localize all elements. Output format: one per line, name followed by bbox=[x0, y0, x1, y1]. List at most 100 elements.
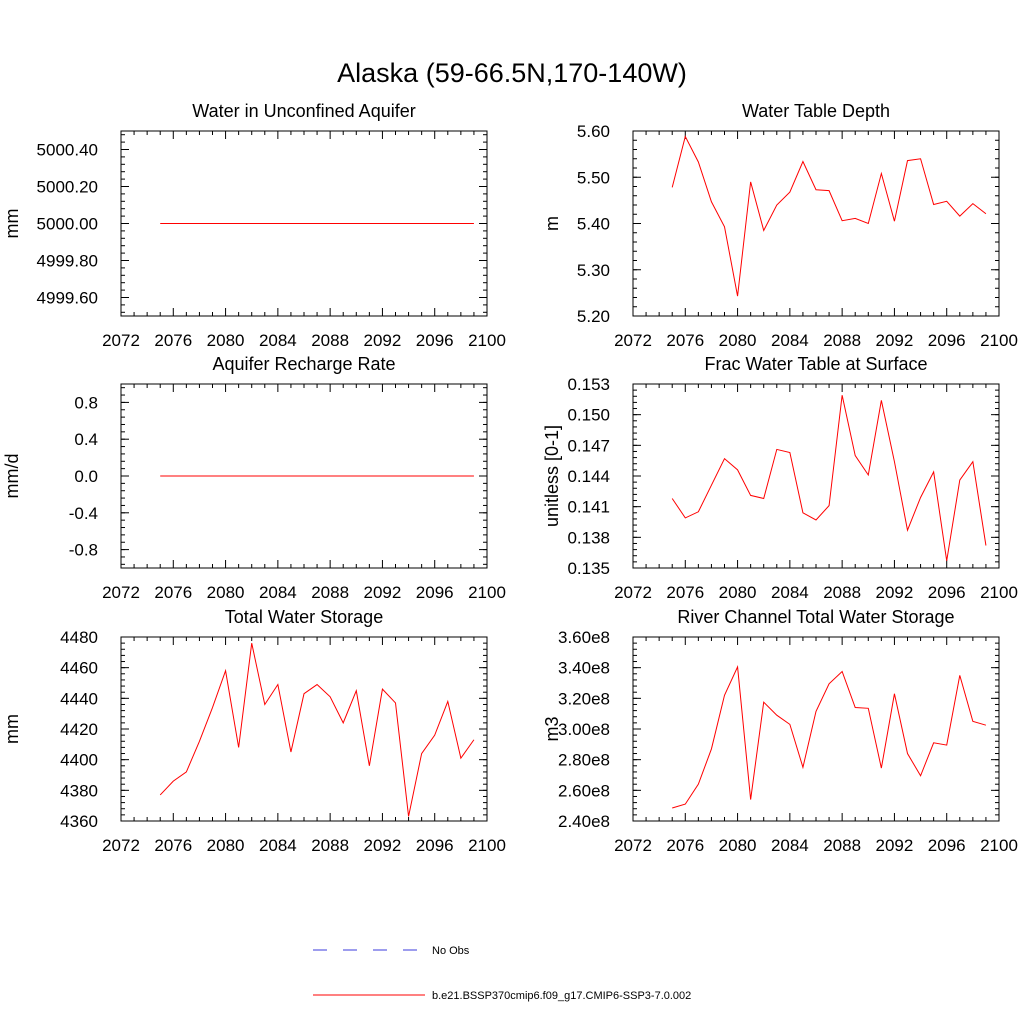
y-tick-label: 4999.60 bbox=[37, 289, 98, 308]
x-tick-label: 2100 bbox=[980, 331, 1018, 350]
x-tick-label: 2096 bbox=[928, 583, 966, 602]
y-tick-label: 5.50 bbox=[577, 168, 610, 187]
x-tick-label: 2080 bbox=[719, 331, 757, 350]
x-tick-label: 2092 bbox=[364, 583, 402, 602]
x-tick-label: 2076 bbox=[666, 331, 704, 350]
x-tick-label: 2088 bbox=[823, 583, 861, 602]
x-tick-label: 2100 bbox=[468, 331, 506, 350]
y-tick-label: 5.20 bbox=[577, 307, 610, 326]
x-tick-label: 2072 bbox=[102, 583, 140, 602]
chart-panel-1: Water in Unconfined Aquifer 2072 2076 2080 2… bbox=[2, 101, 506, 350]
y-tick-label: 0.144 bbox=[567, 467, 610, 486]
chart-panel-2: Water Table Depth 2072 2076 2080 2084 2088 209… bbox=[542, 101, 1018, 350]
x-tick-label: 2084 bbox=[771, 331, 809, 350]
panel-title: Water Table Depth bbox=[742, 101, 890, 121]
y-tick-label: 5000.40 bbox=[37, 141, 98, 160]
y-tick-label: 0.153 bbox=[567, 375, 610, 394]
y-tick-label: 0.150 bbox=[567, 406, 610, 425]
y-tick-label: 2.40e8 bbox=[558, 812, 610, 831]
y-tick-label: -0.8 bbox=[69, 541, 98, 560]
y-tick-label: 2.60e8 bbox=[558, 781, 610, 800]
x-tick-label: 2080 bbox=[719, 583, 757, 602]
y-tick-label: 5.40 bbox=[577, 215, 610, 234]
chart-panel-6: River Channel Total Water Storage 2072 207… bbox=[542, 607, 1018, 855]
x-tick-label: 2076 bbox=[154, 836, 192, 855]
y-tick-label: 3.20e8 bbox=[558, 689, 610, 708]
x-tick-label: 2076 bbox=[666, 583, 704, 602]
series-line-model bbox=[671, 395, 987, 561]
y-tick-label: 4420 bbox=[60, 720, 98, 739]
y-tick-label: -0.4 bbox=[69, 504, 98, 523]
panel-title: Total Water Storage bbox=[225, 607, 383, 627]
y-tick-label: 2.80e8 bbox=[558, 751, 610, 770]
plot-frame bbox=[632, 130, 1000, 317]
x-tick-label: 2092 bbox=[364, 836, 402, 855]
figure-title: Alaska (59-66.5N,170-140W) bbox=[337, 58, 687, 88]
x-tick-label: 2100 bbox=[980, 836, 1018, 855]
x-tick-label: 2084 bbox=[771, 583, 809, 602]
x-tick-label: 2080 bbox=[719, 836, 757, 855]
y-tick-label: 4360 bbox=[60, 812, 98, 831]
panel-title: Frac Water Table at Surface bbox=[704, 354, 927, 374]
panels-group: Water in Unconfined Aquifer 2072 2076 2080 2… bbox=[2, 101, 1018, 855]
x-tick-label: 2088 bbox=[311, 331, 349, 350]
x-tick-label: 2088 bbox=[311, 836, 349, 855]
y-tick-label: 3.60e8 bbox=[558, 628, 610, 647]
y-axis-label: mm/d bbox=[2, 454, 22, 499]
chart-panel-3: Aquifer Recharge Rate 2072 2076 2080 2084 208… bbox=[2, 354, 506, 602]
y-tick-label: 4400 bbox=[60, 751, 98, 770]
x-tick-label: 2096 bbox=[416, 836, 454, 855]
x-tick-label: 2080 bbox=[207, 583, 245, 602]
y-axis-label: mm bbox=[2, 714, 22, 744]
legend-model-label: b.e21.BSSP370cmip6.f09_g17.CMIP6-SSP3-7.… bbox=[432, 990, 691, 1002]
x-tick-label: 2092 bbox=[876, 836, 914, 855]
y-axis-label: mm bbox=[2, 209, 22, 239]
y-tick-label: 4380 bbox=[60, 781, 98, 800]
x-tick-label: 2076 bbox=[666, 836, 704, 855]
plot-frame bbox=[632, 636, 1000, 822]
legend-obs-label: No Obs bbox=[432, 945, 470, 957]
x-tick-label: 2088 bbox=[823, 836, 861, 855]
panel-title: Aquifer Recharge Rate bbox=[212, 354, 395, 374]
y-tick-label: 4480 bbox=[60, 628, 98, 647]
x-tick-label: 2096 bbox=[416, 583, 454, 602]
y-tick-label: 5.30 bbox=[577, 261, 610, 280]
x-tick-label: 2100 bbox=[468, 583, 506, 602]
y-tick-label: 0.0 bbox=[74, 467, 98, 486]
x-tick-label: 2100 bbox=[468, 836, 506, 855]
y-tick-label: 5.60 bbox=[577, 122, 610, 141]
x-tick-label: 2096 bbox=[416, 331, 454, 350]
y-axis-label: m bbox=[542, 216, 562, 231]
series-line-model bbox=[672, 665, 987, 809]
y-tick-label: 4440 bbox=[60, 689, 98, 708]
y-tick-label: 0.147 bbox=[567, 436, 610, 455]
y-tick-label: 3.40e8 bbox=[558, 659, 610, 678]
y-tick-label: 4999.80 bbox=[37, 252, 98, 271]
y-tick-label: 3.00e8 bbox=[558, 720, 610, 739]
y-axis-label: unitless [0-1] bbox=[542, 425, 562, 527]
series-line-model bbox=[159, 643, 475, 817]
y-tick-label: 5000.00 bbox=[37, 215, 98, 234]
y-tick-label: 0.8 bbox=[74, 393, 98, 412]
y-tick-label: 0.138 bbox=[567, 528, 610, 547]
x-tick-label: 2072 bbox=[102, 331, 140, 350]
plot-frame bbox=[120, 636, 488, 822]
x-tick-label: 2080 bbox=[207, 836, 245, 855]
chart-panel-4: Frac Water Table at Surface 2072 2076 2080 2… bbox=[542, 354, 1018, 602]
x-tick-label: 2084 bbox=[771, 836, 809, 855]
x-tick-label: 2076 bbox=[154, 583, 192, 602]
y-tick-label: 5000.20 bbox=[37, 178, 98, 197]
x-tick-label: 2072 bbox=[614, 836, 652, 855]
panel-title: River Channel Total Water Storage bbox=[677, 607, 954, 627]
x-tick-label: 2092 bbox=[364, 331, 402, 350]
chart-panel-5: Total Water Storage 2072 2076 2080 2084 2088 2… bbox=[2, 607, 506, 855]
x-tick-label: 2088 bbox=[823, 331, 861, 350]
x-tick-label: 2076 bbox=[154, 331, 192, 350]
x-tick-label: 2084 bbox=[259, 583, 297, 602]
x-tick-label: 2088 bbox=[311, 583, 349, 602]
x-tick-label: 2092 bbox=[876, 583, 914, 602]
legend: No Obs b.e21.BSSP370cmip6.f09_g17.CMIP6-… bbox=[313, 945, 691, 1002]
x-tick-label: 2100 bbox=[980, 583, 1018, 602]
y-tick-label: 0.141 bbox=[567, 498, 610, 517]
